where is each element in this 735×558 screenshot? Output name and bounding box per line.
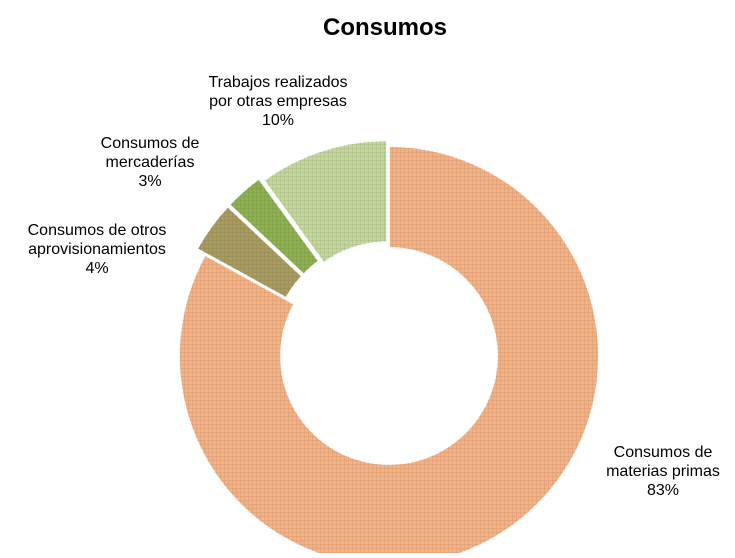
slice-label-line: Consumos de otros — [28, 222, 167, 239]
chart-title: Consumos — [323, 14, 447, 41]
slice-label-3: Consumos de mercaderías 3% — [101, 135, 200, 190]
slice-label-1: Consumos de materias primas 83% — [606, 444, 720, 499]
donut-slice-texture — [196, 206, 303, 299]
slice-percent: 10% — [262, 112, 294, 129]
slice-label-line: aprovisionamientos — [28, 241, 166, 258]
slice-label-line: materias primas — [606, 463, 720, 480]
donut-slice-texture — [179, 146, 599, 558]
slice-label-line: Consumos de — [101, 135, 200, 152]
slice-label-line: mercaderías — [106, 154, 195, 171]
donut-slice-3 — [227, 177, 321, 276]
slice-percent: 3% — [138, 173, 161, 190]
slice-label-2: Consumos de otros aprovisionamientos 4% — [28, 222, 167, 277]
donut-slice-2 — [195, 204, 304, 300]
labels-group: Consumos de materias primas 83%Consumos de… — [28, 74, 720, 499]
slice-label-line: Trabajos realizados — [208, 74, 347, 91]
donut-slice-texture — [229, 178, 319, 275]
donut-slice-4 — [262, 139, 389, 265]
donut-slice-texture — [263, 140, 388, 263]
slices-group — [178, 139, 600, 558]
donut-slice-1 — [178, 144, 600, 558]
slice-percent: 83% — [647, 482, 679, 499]
slice-percent: 4% — [85, 260, 108, 277]
slice-label-4: Trabajos realizados por otras empresas 10% — [208, 74, 347, 129]
slice-label-line: por otras empresas — [209, 93, 347, 110]
slice-label-line: Consumos de — [614, 444, 713, 461]
